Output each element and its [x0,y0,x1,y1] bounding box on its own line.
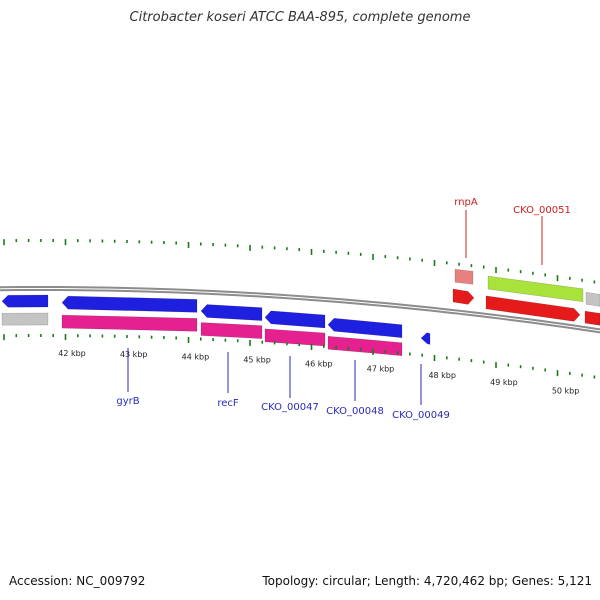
feature-grey-right-edge [585,291,600,307]
scale-label-43kbp: 43 kbp [120,350,148,359]
scale-label-46kbp: 46 kbp [305,359,333,368]
feature-CKO_00051 [487,275,584,303]
scale-label-49kbp: 49 kbp [490,378,518,387]
map-title: Citrobacter koseri ATCC BAA-895, complet… [129,10,471,25]
feature-red-3 [584,310,600,326]
gene-label-rnpA: rnpA [454,197,478,208]
gene-label-gyrB: gyrB [116,396,139,407]
feature-magenta-2 [200,322,263,339]
topology-text: Topology: circular; Length: 4,720,462 bp… [262,574,592,588]
feature-gyrB [61,295,198,313]
gene-label-CKO_00049: CKO_00049 [392,410,450,421]
feature-recF [200,304,263,321]
feature-red-1 [452,288,475,305]
backbone-line-outer [0,285,600,331]
feature-magenta-3 [264,328,326,347]
feature-CKO_00049 [420,332,431,345]
scale-label-48kbp: 48 kbp [428,371,456,380]
feature-CKO_00047 [264,310,326,329]
scale-label-45kbp: 45 kbp [243,355,271,364]
gene-label-CKO_00048: CKO_00048 [326,406,384,417]
scale-labels: 42 kbp 43 kbp 44 kbp 45 kbp 46 kbp 47 kbp 48 k… [58,349,580,395]
feature-rnpA [454,268,474,285]
scale-label-47kbp: 47 kbp [367,365,395,374]
accession-text: Accession: NC_009792 [9,574,146,588]
scale-label-42kbp: 42 kbp [58,349,86,358]
gene-label-CKO_00051: CKO_00051 [513,205,571,216]
backbone-line-inner [0,288,600,334]
scale-label-44kbp: 44 kbp [182,352,210,361]
feature-red-2 [485,295,581,322]
feature-blue-left-edge [1,294,49,308]
feature-magenta-4 [327,335,403,356]
feature-grey-left-edge [1,312,49,326]
gene-labels: gyrB recF CKO_00047 CKO_00048 CKO_00049 rnpA C… [116,197,570,421]
scale-label-50kbp: 50 kbp [552,386,580,395]
feature-CKO_00048 [327,317,403,338]
outer-tick-ring [3,239,596,284]
feature-track [1,268,600,356]
genome-backbone [0,285,600,334]
inner-tick-ring [3,334,596,379]
feature-magenta-1 [61,314,198,332]
gene-label-recF: recF [217,398,239,409]
gene-label-CKO_00047: CKO_00047 [261,402,319,413]
